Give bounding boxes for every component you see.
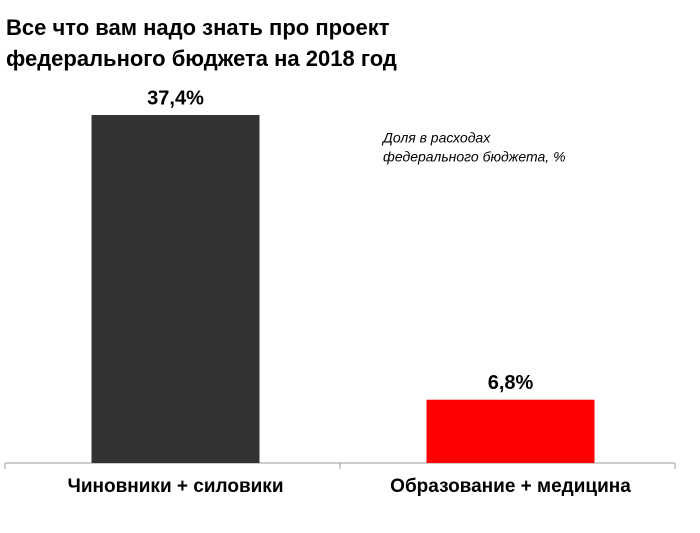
- value-label: 6,8%: [488, 372, 534, 394]
- annotation: федерального бюджета, %: [383, 149, 566, 165]
- x-tick-label: Образование + медицина: [390, 476, 631, 497]
- bar: [91, 115, 260, 463]
- bar: [426, 399, 595, 463]
- chart-title: федерального бюджета на 2018 год: [6, 46, 397, 71]
- chart-title: Все что вам надо знать про проект: [6, 15, 390, 40]
- annotation: Доля в расходах: [381, 130, 491, 146]
- value-label: 37,4%: [147, 87, 204, 109]
- x-tick-label: Чиновники + силовики: [67, 476, 283, 497]
